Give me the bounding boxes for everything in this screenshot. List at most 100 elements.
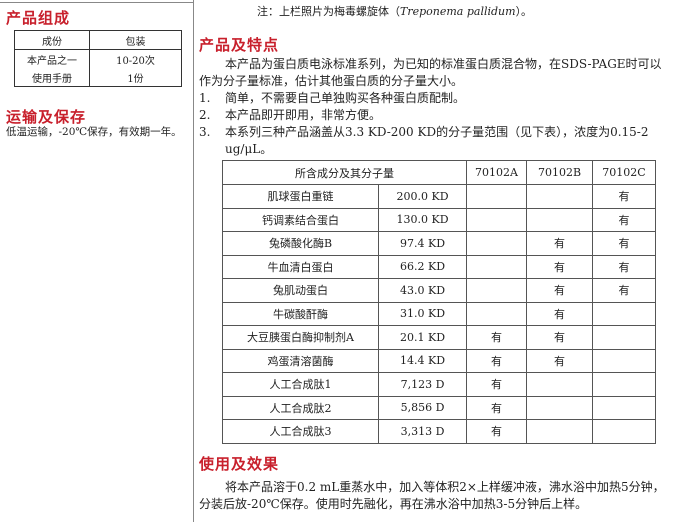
- table-cell: 1份: [89, 68, 182, 87]
- presence-cell: [466, 207, 527, 232]
- table-cell: 10-20次: [89, 49, 182, 68]
- molecular-weight: 3,313 D: [378, 419, 467, 444]
- feature-list: 1. 简单，不需要自己单独购买各种蛋白质配制。 2. 本产品即开即用，非常方便。 3…: [199, 90, 667, 158]
- column-divider: [193, 0, 194, 522]
- table-row: 兔肌动蛋白 43.0 KD 有有: [222, 278, 656, 303]
- presence-cell: [526, 395, 593, 420]
- molecular-weight: 5,856 D: [378, 395, 467, 420]
- usage-paragraph: 将本产品溶于0.2 mL重蒸水中，加入等体积2×上样缓冲液，沸水浴中加热5分钟，…: [199, 480, 665, 511]
- feature-item: 3. 本系列三种产品涵盖从3.3 KD-200 KD的分子量范围（见下表），浓度为…: [199, 124, 667, 158]
- presence-cell: 有: [592, 231, 656, 256]
- presence-cell: 有: [592, 278, 656, 303]
- presence-cell: 有: [466, 372, 527, 397]
- presence-cell: [466, 231, 527, 256]
- component-name: 肌球蛋白重链: [222, 184, 379, 209]
- presence-cell: 有: [592, 254, 656, 279]
- note-prefix: 注：上栏照片为梅毒螺旋体（: [257, 5, 400, 18]
- presence-cell: [526, 184, 593, 209]
- presence-cell: 有: [526, 325, 593, 350]
- feature-number: 3.: [199, 125, 211, 139]
- presence-cell: [466, 301, 527, 326]
- table-header: 包装: [89, 30, 182, 50]
- presence-cell: [592, 395, 656, 420]
- presence-cell: 有: [592, 207, 656, 232]
- feature-item: 1. 简单，不需要自己单独购买各种蛋白质配制。: [199, 90, 667, 107]
- presence-cell: [592, 348, 656, 373]
- intro-paragraph: 本产品为蛋白质电泳标准系列，为已知的标准蛋白质混合物，在SDS-PAGE时可以作…: [199, 57, 662, 88]
- presence-cell: 有: [526, 348, 593, 373]
- feature-text: 简单，不需要自己单独购买各种蛋白质配制。: [225, 91, 466, 105]
- molecular-weight: 7,123 D: [378, 372, 467, 397]
- composition-table: 成份 包装 本产品之一 10-20次 使用手册 1份: [14, 30, 182, 87]
- presence-cell: [592, 325, 656, 350]
- feature-number: 2.: [199, 108, 211, 122]
- table-header: 成份: [14, 30, 90, 50]
- molecular-weight: 97.4 KD: [378, 231, 467, 256]
- feature-item: 2. 本产品即开即用，非常方便。: [199, 107, 667, 124]
- features-title: 产品及特点: [199, 36, 280, 54]
- presence-cell: 有: [526, 231, 593, 256]
- table-header: 70102C: [592, 160, 656, 185]
- usage-title: 使用及效果: [199, 455, 280, 473]
- presence-cell: [592, 372, 656, 397]
- storage-text: 低温运输，-20℃保存，有效期一年。: [6, 126, 182, 138]
- presence-cell: 有: [466, 395, 527, 420]
- component-name: 人工合成肽3: [222, 419, 379, 444]
- molecular-weight: 20.1 KD: [378, 325, 467, 350]
- feature-number: 1.: [199, 91, 211, 105]
- table-row: 牛血清白蛋白 66.2 KD 有有: [222, 254, 656, 279]
- composition-title: 产品组成: [6, 9, 71, 27]
- table-header: 70102A: [466, 160, 527, 185]
- molecular-weight: 66.2 KD: [378, 254, 467, 279]
- presence-cell: 有: [526, 301, 593, 326]
- photo-note: 注：上栏照片为梅毒螺旋体（Treponema pallidum）。: [257, 3, 532, 19]
- presence-cell: 有: [466, 325, 527, 350]
- table-cell: 使用手册: [14, 68, 90, 87]
- table-row: 牛碳酸酐酶 31.0 KD 有: [222, 301, 656, 326]
- feature-text: 本系列三种产品涵盖从3.3 KD-200 KD的分子量范围（见下表），浓度为0.…: [225, 125, 649, 156]
- component-name: 兔肌动蛋白: [222, 278, 379, 303]
- table-row: 大豆胰蛋白酶抑制剂A 20.1 KD 有有: [222, 325, 656, 350]
- presence-cell: [526, 372, 593, 397]
- table-header: 所含成分及其分子量: [222, 160, 467, 185]
- molecular-weight: 14.4 KD: [378, 348, 467, 373]
- table-row: 兔磷酸化酶B 97.4 KD 有有: [222, 231, 656, 256]
- molecular-weight: 200.0 KD: [378, 184, 467, 209]
- component-name: 鸡蛋清溶菌酶: [222, 348, 379, 373]
- presence-cell: [466, 254, 527, 279]
- presence-cell: 有: [466, 348, 527, 373]
- presence-cell: 有: [466, 419, 527, 444]
- table-cell: 本产品之一: [14, 49, 90, 68]
- presence-cell: [526, 207, 593, 232]
- table-row: 钙调素结合蛋白 130.0 KD 有: [222, 207, 656, 232]
- presence-cell: 有: [526, 254, 593, 279]
- presence-cell: 有: [526, 278, 593, 303]
- molecular-weight: 31.0 KD: [378, 301, 467, 326]
- table-header: 70102B: [526, 160, 593, 185]
- component-name: 牛碳酸酐酶: [222, 301, 379, 326]
- component-name: 人工合成肽2: [222, 395, 379, 420]
- presence-cell: [592, 301, 656, 326]
- molecular-weight: 130.0 KD: [378, 207, 467, 232]
- table-row: 肌球蛋白重链 200.0 KD 有: [222, 184, 656, 209]
- table-row: 鸡蛋清溶菌酶 14.4 KD 有有: [222, 348, 656, 373]
- divider: [0, 2, 193, 3]
- component-name: 兔磷酸化酶B: [222, 231, 379, 256]
- presence-cell: [526, 419, 593, 444]
- component-name: 人工合成肽1: [222, 372, 379, 397]
- feature-text: 本产品即开即用，非常方便。: [225, 108, 382, 122]
- presence-cell: [466, 278, 527, 303]
- presence-cell: [466, 184, 527, 209]
- marker-table: 所含成分及其分子量 70102A 70102B 70102C 肌球蛋白重链 200…: [222, 160, 656, 444]
- storage-title: 运输及保存: [6, 108, 87, 126]
- component-name: 牛血清白蛋白: [222, 254, 379, 279]
- presence-cell: 有: [592, 184, 656, 209]
- presence-cell: [592, 419, 656, 444]
- molecular-weight: 43.0 KD: [378, 278, 467, 303]
- note-species: Treponema pallidum: [400, 5, 516, 18]
- note-suffix: ）。: [515, 5, 533, 18]
- component-name: 大豆胰蛋白酶抑制剂A: [222, 325, 379, 350]
